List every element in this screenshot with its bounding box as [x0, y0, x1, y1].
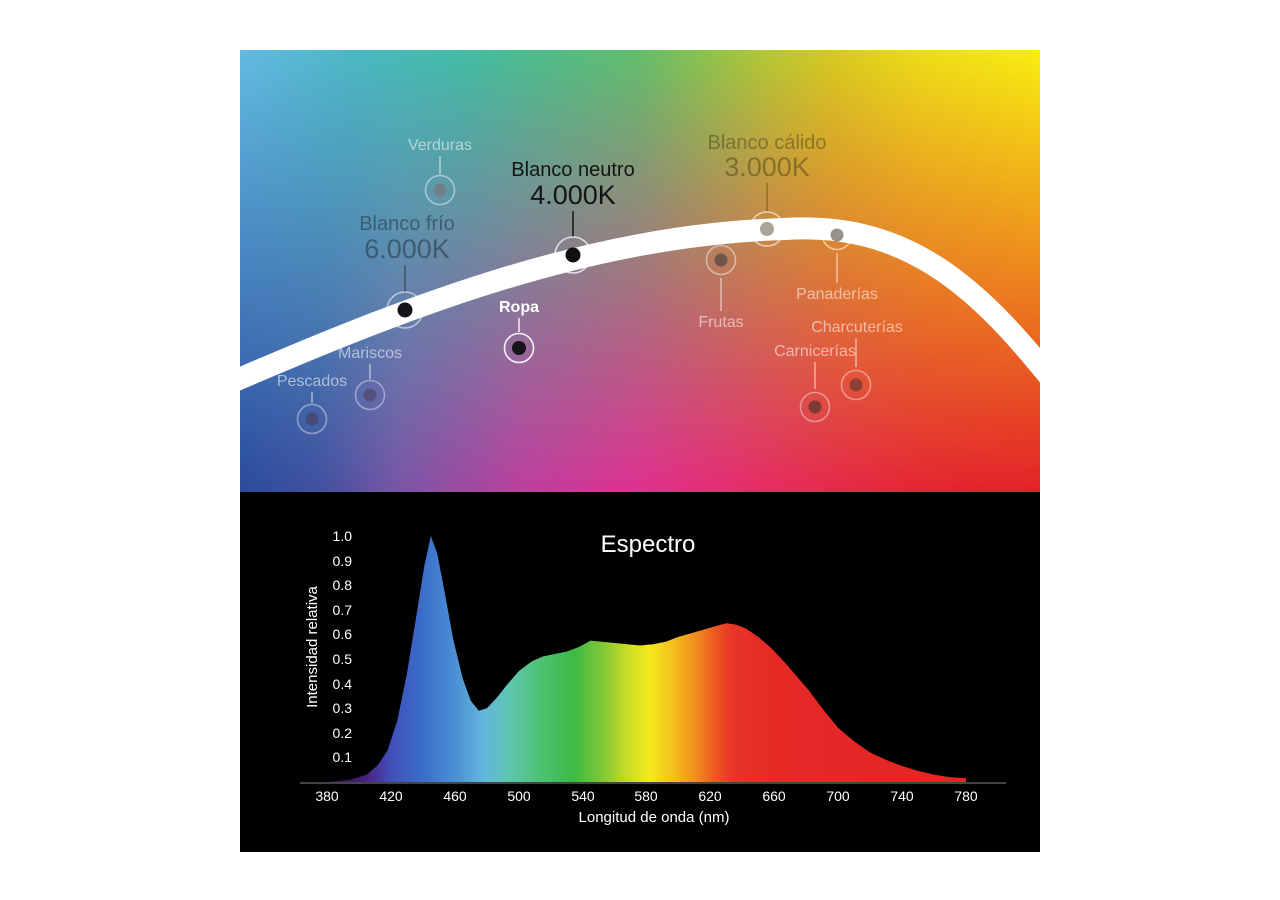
marker-ring: [799, 391, 831, 423]
y-tick: 0.6: [333, 626, 353, 642]
marker-label: Blanco cálido: [708, 132, 827, 154]
marker-ring: [386, 291, 424, 329]
marker-kelvin: 4.000K: [530, 180, 616, 210]
y-axis-ticks: 1.0 0.9 0.8 0.7 0.6 0.5 0.4 0.3 0.2 0.1: [333, 528, 353, 765]
y-axis-label: Intensidad relativa: [304, 585, 321, 707]
y-tick: 0.1: [333, 749, 353, 765]
marker-mariscos: Mariscos: [338, 345, 402, 411]
x-tick: 420: [379, 788, 403, 804]
marker-pescados: Pescados: [277, 373, 347, 435]
x-tick: 780: [954, 788, 978, 804]
temperature-curve: [240, 217, 1040, 391]
marker-ropa: Ropa: [499, 299, 539, 364]
marker-dot: [714, 253, 728, 267]
marker-label: Ropa: [499, 299, 539, 316]
chart-title: Espectro: [601, 531, 696, 558]
y-tick: 1.0: [333, 528, 353, 544]
x-axis-label: Longitud de onda (nm): [579, 809, 730, 826]
y-tick: 0.7: [333, 602, 353, 618]
marker-dot: [397, 302, 413, 318]
marker-verduras: Verduras: [408, 137, 472, 206]
marker-ring: [296, 403, 328, 435]
marker-dot: [808, 400, 822, 414]
marker-label: Frutas: [698, 314, 743, 331]
marker-blanco-calido: Blanco cálido 3.000K: [708, 132, 827, 247]
x-tick: 500: [507, 788, 531, 804]
marker-ring: [354, 379, 386, 411]
x-tick: 660: [762, 788, 786, 804]
y-tick: 0.2: [333, 725, 353, 741]
x-tick: 380: [315, 788, 339, 804]
marker-dot: [433, 183, 447, 197]
marker-kelvin: 6.000K: [364, 234, 450, 264]
x-tick: 700: [826, 788, 850, 804]
marker-label: Pescados: [277, 373, 347, 390]
marker-panaderias: Panaderías: [796, 219, 878, 303]
marker-label: Charcuterías: [811, 319, 903, 336]
y-tick: 0.8: [333, 577, 353, 593]
marker-ring: [840, 369, 872, 401]
marker-dot: [830, 228, 844, 242]
x-tick: 740: [890, 788, 914, 804]
marker-dot: [760, 222, 774, 236]
x-tick: 620: [698, 788, 722, 804]
marker-charcuterias: Charcuterías: [811, 319, 903, 401]
y-tick: 0.4: [333, 676, 353, 692]
marker-ring: [705, 244, 737, 276]
marker-ring: [749, 211, 785, 247]
marker-carnicerias: Carnicerías: [774, 343, 856, 423]
marker-ring: [503, 332, 535, 364]
marker-dot: [305, 412, 319, 426]
marker-dot: [363, 388, 377, 402]
marker-dot: [849, 378, 863, 392]
marker-dot: [565, 247, 581, 263]
y-tick: 0.3: [333, 700, 353, 716]
marker-frutas: Frutas: [698, 244, 744, 331]
marker-label: Mariscos: [338, 345, 402, 362]
marker-ring: [554, 236, 592, 274]
marker-ring: [821, 219, 853, 251]
marker-kelvin: 3.000K: [724, 152, 810, 182]
color-temperature-panel: Blanco frío 6.000K Blanco neutro 4.000K …: [240, 50, 1040, 492]
marker-label: Blanco frío: [359, 213, 455, 235]
marker-label: Verduras: [408, 137, 472, 154]
marker-label: Panaderías: [796, 286, 878, 303]
marker-blanco-neutro: Blanco neutro 4.000K: [511, 159, 635, 274]
marker-label: Carnicerías: [774, 343, 856, 360]
marker-blanco-frio: Blanco frío 6.000K: [359, 213, 455, 329]
y-tick: 0.5: [333, 651, 353, 667]
marker-label: Blanco neutro: [511, 159, 634, 181]
x-tick: 540: [571, 788, 595, 804]
y-tick: 0.9: [333, 553, 353, 569]
x-tick: 460: [443, 788, 467, 804]
marker-dot: [512, 341, 526, 355]
x-axis-ticks: 380 420 460 500 540 580 620 660 700 740 …: [315, 788, 978, 804]
spectrum-area: [327, 536, 966, 782]
marker-ring: [424, 174, 456, 206]
x-tick: 580: [634, 788, 658, 804]
color-temperature-infographic: Blanco frío 6.000K Blanco neutro 4.000K …: [240, 50, 1040, 852]
gradient-background-blend: [240, 50, 1040, 492]
spectrum-chart: Espectro 1.0 0.9 0.8 0.7 0.6 0.5 0.4 0.3…: [240, 492, 1040, 852]
